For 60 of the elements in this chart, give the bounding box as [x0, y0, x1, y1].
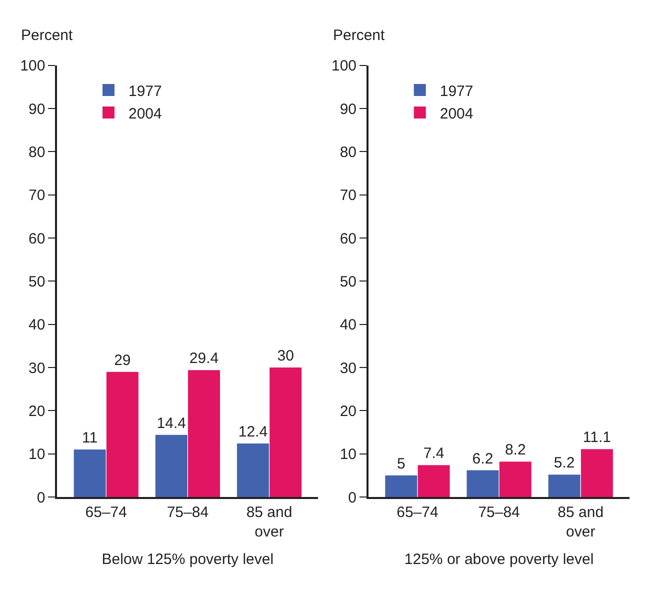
- y-tick-label: 0: [348, 489, 357, 506]
- bar: [466, 470, 499, 498]
- data-label: 30: [277, 348, 294, 365]
- bar: [418, 465, 450, 498]
- y-tick-label: 70: [340, 187, 357, 204]
- data-label: 11.1: [582, 429, 611, 446]
- x-tick-label: 75–84: [478, 504, 520, 522]
- y-tick-label: 70: [28, 187, 46, 204]
- x-tick-label: 85 and over: [558, 504, 604, 541]
- data-label: 29: [114, 352, 131, 369]
- data-label: 29.4: [189, 350, 219, 368]
- legend-label: 2004: [440, 105, 474, 122]
- y-tick-label: 50: [340, 273, 357, 290]
- data-label: 5.2: [554, 454, 575, 472]
- y-tick-label: 100: [20, 58, 46, 75]
- legend-label: 1977: [440, 82, 474, 100]
- x-tick-label: 65–74: [85, 504, 127, 522]
- y-tick-label: 80: [340, 144, 357, 161]
- bar: [106, 372, 138, 498]
- y-axis-title: Percent: [21, 27, 74, 44]
- x-tick-label: 65–74: [396, 504, 438, 522]
- bar: [499, 462, 532, 498]
- data-label: 14.4: [156, 414, 186, 432]
- y-tick-label: 30: [340, 360, 357, 377]
- y-tick-label: 0: [36, 489, 46, 506]
- x-tick-label: 75–84: [166, 504, 209, 522]
- y-tick-label: 100: [332, 58, 357, 75]
- bar: [74, 450, 106, 498]
- data-label: 8.2: [504, 442, 526, 459]
- bar: [385, 475, 418, 498]
- y-tick-label: 80: [28, 144, 46, 161]
- y-tick-label: 20: [28, 402, 46, 420]
- data-label: 5: [396, 455, 406, 472]
- y-tick-label: 50: [28, 273, 46, 290]
- y-tick-label: 10: [28, 446, 46, 464]
- bar: [270, 368, 302, 498]
- bar: [188, 370, 220, 498]
- y-tick-label: 90: [28, 100, 46, 118]
- bar: [548, 474, 580, 498]
- data-label: 6.2: [472, 450, 494, 468]
- bar: [155, 434, 188, 498]
- legend-label: 1977: [128, 82, 162, 100]
- y-tick-label: 60: [340, 230, 357, 248]
- y-tick-label: 30: [28, 360, 46, 377]
- y-tick-label: 40: [28, 316, 46, 334]
- data-label: 12.4: [238, 423, 268, 440]
- y-tick-label: 60: [28, 230, 46, 248]
- y-tick-label: 40: [340, 316, 357, 334]
- data-label: 11: [82, 430, 98, 447]
- y-tick-label: 90: [340, 100, 357, 118]
- legend-label: 2004: [128, 105, 162, 122]
- x-tick-label: 85 and over: [246, 504, 292, 541]
- data-label: 7.4: [423, 445, 444, 462]
- x-axis-title: 125% or above poverty level: [404, 551, 594, 568]
- bar: [236, 443, 269, 498]
- y-axis-title: Percent: [333, 27, 386, 44]
- x-axis-title: Below 125% poverty level: [102, 551, 274, 568]
- y-tick-label: 20: [340, 402, 357, 420]
- y-tick-label: 10: [340, 446, 357, 464]
- bar: [580, 449, 613, 498]
